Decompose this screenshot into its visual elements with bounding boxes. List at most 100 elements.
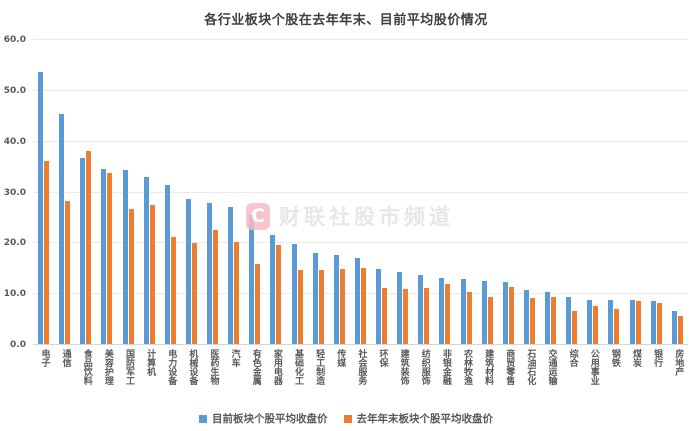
x-category-label: 建筑装饰 bbox=[398, 349, 409, 385]
bar-lastyear bbox=[382, 287, 388, 344]
bar-lastyear bbox=[318, 270, 324, 344]
bar-lastyear bbox=[255, 263, 261, 344]
bar-current bbox=[291, 244, 297, 344]
bar-current bbox=[397, 272, 403, 344]
bar-current bbox=[122, 169, 128, 344]
bar-group bbox=[519, 40, 540, 344]
x-category-label: 农林牧渔 bbox=[462, 349, 472, 385]
bar-group bbox=[329, 40, 350, 344]
bar-current bbox=[207, 203, 213, 344]
x-category-label: 综合 bbox=[567, 349, 578, 367]
y-tick-label: 40.0 bbox=[3, 136, 26, 147]
bar-current bbox=[481, 281, 487, 344]
bar-lastyear bbox=[86, 151, 92, 344]
x-category-label: 商贸零售 bbox=[504, 349, 515, 385]
bar-group bbox=[350, 40, 371, 344]
bar-lastyear bbox=[487, 297, 493, 344]
bar-lastyear bbox=[65, 200, 71, 344]
bar-lastyear bbox=[614, 309, 620, 344]
bar-group bbox=[434, 40, 455, 344]
bar-current bbox=[164, 185, 170, 344]
x-category-label: 石油石化 bbox=[525, 349, 536, 385]
bar-lastyear bbox=[149, 204, 155, 344]
bars-row bbox=[33, 40, 688, 344]
bar-current bbox=[376, 269, 382, 344]
bar-current bbox=[439, 278, 445, 344]
bar-lastyear bbox=[508, 286, 514, 344]
x-category-label: 医药生物 bbox=[208, 349, 219, 385]
legend-item-lastyear: 去年年末板块个股平均收盘价 bbox=[343, 411, 494, 426]
bar-lastyear bbox=[677, 315, 683, 344]
gridline bbox=[33, 89, 688, 91]
legend-label-lastyear: 去年年末板块个股平均收盘价 bbox=[356, 413, 494, 425]
x-category-label: 环保 bbox=[377, 349, 388, 367]
bar-current bbox=[59, 113, 65, 344]
x-category-label: 有色金属 bbox=[250, 349, 261, 385]
x-category-label: 建筑材料 bbox=[483, 349, 494, 385]
bar-lastyear bbox=[529, 298, 535, 344]
x-category-label: 家用电器 bbox=[271, 349, 282, 385]
bar-group bbox=[413, 40, 434, 344]
bar-current bbox=[502, 281, 508, 344]
bar-group bbox=[667, 40, 688, 344]
x-axis-labels: 电子 通信 食品饮料 美容护理 国防军工 计算机 电力设备 机械设备 医药生物 汽车 有色金属 家用电… bbox=[33, 349, 688, 385]
gridline bbox=[33, 191, 688, 193]
bar-lastyear bbox=[656, 302, 662, 344]
bar-group bbox=[181, 40, 202, 344]
bar-current bbox=[38, 71, 44, 344]
x-category-label: 汽车 bbox=[229, 349, 240, 367]
bar-group bbox=[582, 40, 603, 344]
x-category-label: 社会服务 bbox=[356, 349, 367, 385]
bar-group bbox=[308, 40, 329, 344]
x-category-label: 公用事业 bbox=[588, 349, 599, 385]
bar-group bbox=[54, 40, 75, 344]
bar-current bbox=[333, 255, 339, 344]
x-category-label: 基础化工 bbox=[293, 349, 303, 385]
bar-group bbox=[625, 40, 646, 344]
bar-lastyear bbox=[107, 173, 113, 344]
bar-lastyear bbox=[128, 208, 134, 344]
bar-current bbox=[629, 300, 635, 344]
bar-group bbox=[33, 40, 54, 344]
bar-lastyear bbox=[297, 270, 303, 344]
legend-label-current: 目前板块个股平均收盘价 bbox=[212, 413, 328, 425]
bar-group bbox=[139, 40, 160, 344]
legend: 目前板块个股平均收盘价 去年年末板块个股平均收盘价 bbox=[0, 411, 692, 426]
x-category-label: 房地产 bbox=[673, 349, 684, 376]
x-category-label: 通信 bbox=[60, 349, 71, 367]
gridline bbox=[33, 293, 688, 295]
bar-lastyear bbox=[466, 291, 472, 344]
bar-lastyear bbox=[445, 283, 451, 344]
bar-current bbox=[671, 311, 677, 344]
bar-group bbox=[392, 40, 413, 344]
bar-current bbox=[545, 292, 551, 344]
bar-current bbox=[249, 215, 255, 344]
bar-group bbox=[75, 40, 96, 344]
bar-group bbox=[202, 40, 223, 344]
x-category-label: 电力设备 bbox=[166, 349, 177, 385]
bar-current bbox=[587, 300, 593, 344]
bar-lastyear bbox=[191, 242, 197, 344]
bar-lastyear bbox=[213, 230, 219, 344]
legend-swatch-current bbox=[199, 414, 207, 423]
bar-current bbox=[101, 168, 107, 344]
y-axis: 0.0 10.0 20.0 30.0 40.0 50.0 60.0 bbox=[0, 0, 29, 431]
bar-current bbox=[354, 257, 360, 344]
bar-group bbox=[456, 40, 477, 344]
legend-item-current: 目前板块个股平均收盘价 bbox=[199, 411, 328, 426]
bar-current bbox=[143, 177, 149, 344]
bar-group bbox=[287, 40, 308, 344]
bar-group bbox=[498, 40, 519, 344]
bar-current bbox=[270, 234, 276, 344]
x-category-label: 国防军工 bbox=[124, 349, 134, 385]
bar-group bbox=[646, 40, 667, 344]
y-tick-label: 0.0 bbox=[10, 340, 26, 350]
x-category-label: 电子 bbox=[39, 349, 50, 367]
bar-current bbox=[460, 279, 466, 344]
x-category-label: 食品饮料 bbox=[81, 349, 92, 385]
x-category-label: 非银金融 bbox=[440, 349, 451, 385]
bar-group bbox=[96, 40, 117, 344]
bar-current bbox=[566, 297, 572, 344]
bar-lastyear bbox=[360, 268, 366, 344]
bar-current bbox=[185, 199, 191, 344]
